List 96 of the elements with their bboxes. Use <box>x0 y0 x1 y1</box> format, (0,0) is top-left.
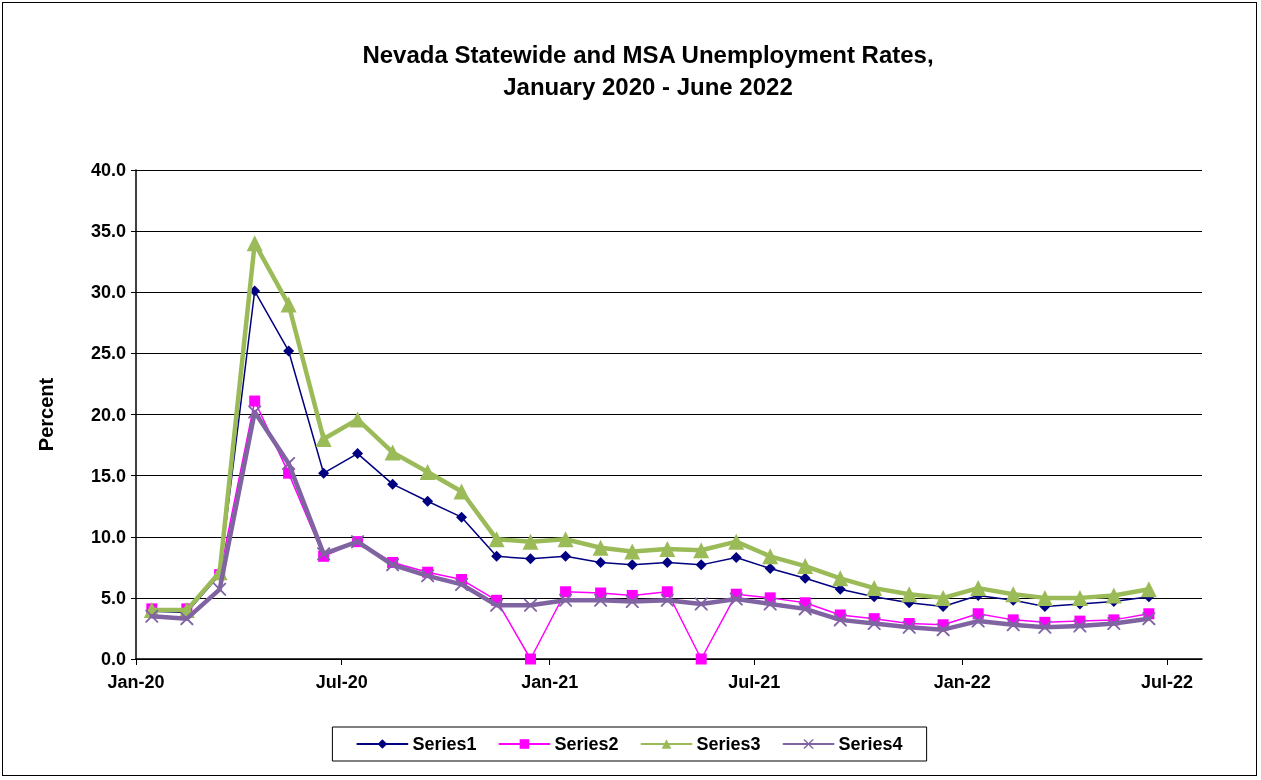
point <box>422 495 434 507</box>
point <box>419 463 436 480</box>
point <box>695 653 707 665</box>
point <box>490 598 504 612</box>
point <box>730 552 742 564</box>
point <box>1006 618 1020 632</box>
y-tick-label: 5.0 <box>100 587 126 608</box>
point <box>280 296 297 313</box>
point <box>318 467 330 479</box>
point <box>660 593 674 607</box>
point <box>1071 589 1088 606</box>
y-tick-label: 20.0 <box>90 404 126 425</box>
point <box>798 602 812 616</box>
point <box>764 563 776 575</box>
point <box>522 533 539 550</box>
y-tick-label: 30.0 <box>90 282 126 303</box>
point <box>315 430 332 447</box>
point <box>1038 620 1052 634</box>
x-tick-label: Jan-20 <box>107 672 165 692</box>
point <box>901 586 918 603</box>
point <box>1142 612 1156 626</box>
y-tick-label: 15.0 <box>90 465 126 486</box>
x-tick-label: Jul-22 <box>1140 672 1193 692</box>
y-axis-title: Percent <box>35 377 57 452</box>
point <box>729 592 743 606</box>
y-tick-label: 0.0 <box>100 649 126 669</box>
point <box>661 556 673 568</box>
x-tick-label: Jul-21 <box>728 672 781 692</box>
x-tick-label: Jul-20 <box>315 672 368 692</box>
point <box>524 598 538 612</box>
point <box>559 593 573 607</box>
point <box>349 411 366 428</box>
point <box>488 531 505 548</box>
y-tick-label: 10.0 <box>90 526 126 547</box>
point <box>145 609 159 623</box>
legend-label: Series4 <box>838 734 903 754</box>
point <box>249 395 261 407</box>
point <box>248 405 262 419</box>
point <box>1073 619 1087 633</box>
point <box>1105 587 1122 604</box>
point <box>384 444 401 461</box>
point <box>180 612 194 626</box>
point <box>797 558 814 575</box>
point <box>1107 617 1121 631</box>
point <box>832 570 849 587</box>
y-tick-label: 40.0 <box>90 160 126 180</box>
point <box>728 533 745 550</box>
point <box>491 550 503 562</box>
point <box>661 586 673 598</box>
point <box>386 558 400 572</box>
point <box>866 580 883 597</box>
point <box>560 586 572 598</box>
point <box>453 483 470 500</box>
point <box>694 597 708 611</box>
point <box>935 589 952 606</box>
point <box>693 542 710 559</box>
x-tick-label: Jan-22 <box>933 672 991 692</box>
point <box>525 553 537 565</box>
chart-title: Nevada Statewide and MSA Unemployment Rates, January 2020 - June 2022 <box>362 40 934 100</box>
point <box>352 448 364 460</box>
point <box>246 235 263 252</box>
point <box>971 614 985 628</box>
legend-label: Series3 <box>696 734 761 754</box>
point <box>282 456 296 470</box>
point <box>283 345 295 357</box>
point <box>1005 586 1022 603</box>
point <box>592 539 609 556</box>
point <box>456 511 468 523</box>
point <box>525 653 537 665</box>
point <box>936 623 950 637</box>
point <box>421 569 435 583</box>
point <box>902 620 916 634</box>
point <box>867 617 881 631</box>
point <box>624 543 641 560</box>
point <box>695 559 707 571</box>
y-tick-label: 35.0 <box>90 221 126 242</box>
point <box>970 580 987 597</box>
point <box>659 540 676 557</box>
point <box>763 597 777 611</box>
point <box>595 556 607 568</box>
point <box>557 531 574 548</box>
y-tick-label: 25.0 <box>90 343 126 364</box>
point <box>213 582 227 596</box>
point <box>762 548 779 565</box>
legend-label: Series1 <box>412 734 477 754</box>
point <box>833 613 847 627</box>
x-tick-label: Jan-21 <box>521 672 579 692</box>
point <box>455 577 469 591</box>
point <box>626 559 638 571</box>
point <box>387 478 399 490</box>
point <box>1036 589 1053 606</box>
point <box>625 595 639 609</box>
point <box>1140 581 1157 598</box>
legend-label: Series2 <box>554 734 619 754</box>
point <box>560 550 572 562</box>
point <box>594 593 608 607</box>
